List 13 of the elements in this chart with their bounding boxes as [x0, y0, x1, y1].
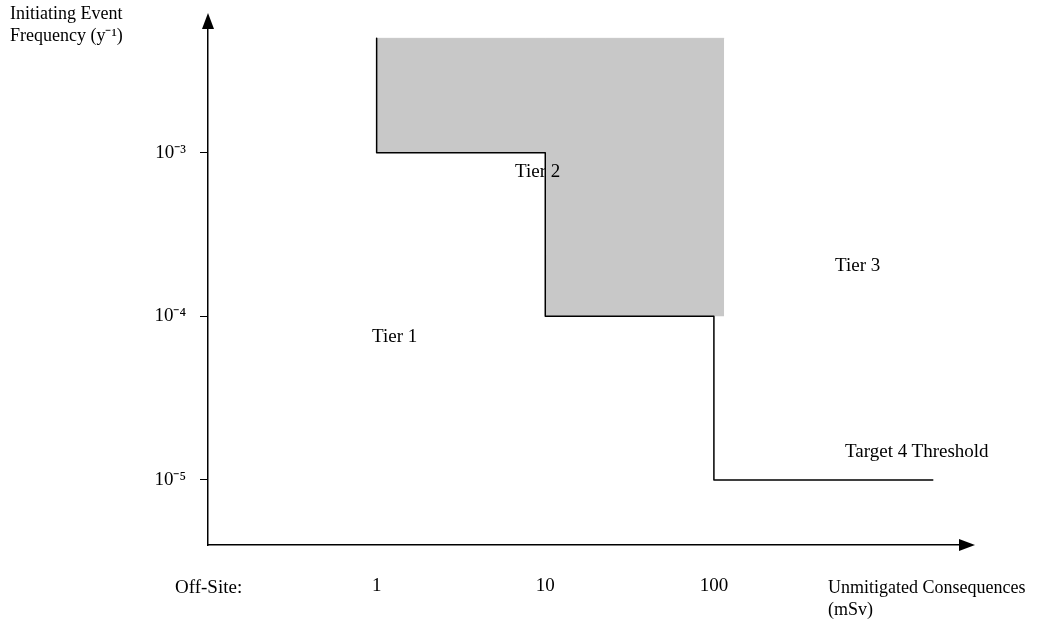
y-tick-label: 10⁻⁴ — [154, 304, 187, 326]
y-axis-title: Initiating Event Frequency (y⁻¹) — [10, 2, 124, 46]
x-tick-label: 10 — [535, 574, 555, 596]
x-axis-title: Unmitigated Consequences (mSv) — [828, 576, 1027, 620]
annotation: Tier 2 — [515, 159, 561, 181]
annotation: Target 4 Threshold — [845, 439, 990, 461]
x-tick-label: 1 — [371, 574, 382, 596]
annotation: Tier 1 — [372, 324, 418, 346]
x-tick-label: 100 — [699, 574, 729, 596]
y-tick-label: 10⁻³ — [155, 140, 187, 162]
annotation: Tier 3 — [835, 253, 881, 275]
text: Off-Site: — [175, 575, 243, 597]
y-tick-label: 10⁻⁵ — [154, 467, 186, 489]
